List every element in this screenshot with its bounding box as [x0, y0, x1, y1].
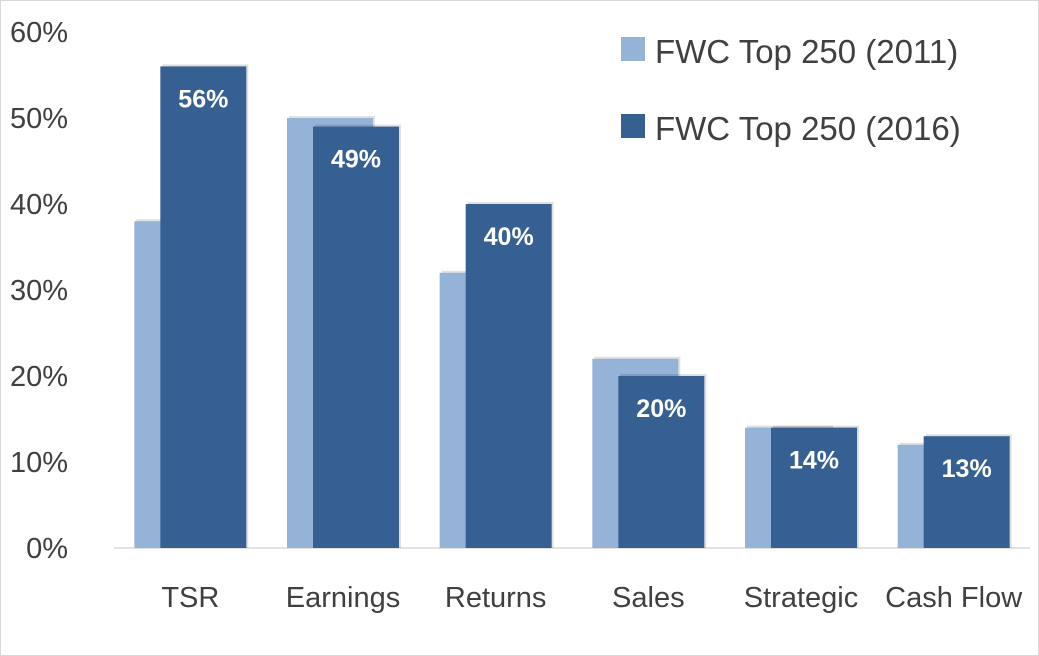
y-tick-label: 50%: [10, 103, 68, 135]
x-category-label: Returns: [445, 582, 547, 614]
bar-2016: [618, 376, 705, 548]
legend: FWC Top 250 (2011) FWC Top 250 (2016): [621, 33, 961, 147]
data-label: 20%: [636, 395, 686, 423]
legend-item-2016: FWC Top 250 (2016): [621, 110, 961, 147]
data-label: 49%: [331, 146, 381, 174]
legend-label-2011: FWC Top 250 (2011): [655, 33, 958, 70]
data-labels: 56% 49% 40% 20% 14% 13%: [178, 85, 991, 483]
legend-swatch-2011: [621, 37, 645, 61]
y-axis-labels: 0% 10% 20% 30% 40% 50% 60%: [10, 17, 68, 565]
legend-item-2011: FWC Top 250 (2011): [621, 33, 958, 70]
x-category-label: TSR: [161, 582, 219, 614]
bar-2016: [465, 204, 552, 548]
data-label: 13%: [942, 455, 992, 483]
x-category-label: Strategic: [744, 582, 858, 614]
y-tick-label: 0%: [26, 533, 68, 565]
x-category-label: Earnings: [286, 582, 400, 614]
bar-2016: [160, 66, 247, 549]
x-category-label: Sales: [612, 582, 685, 614]
x-axis-labels: TSR Earnings Returns Sales Strategic Cash Flo…: [161, 582, 1023, 614]
bars: [134, 64, 1012, 549]
y-tick-label: 30%: [10, 275, 68, 307]
y-tick-label: 20%: [10, 361, 68, 393]
y-tick-label: 60%: [10, 17, 68, 49]
bar-2016: [313, 126, 399, 548]
bar-2016: [923, 436, 1010, 548]
y-tick-label: 40%: [10, 189, 68, 221]
y-tick-label: 10%: [10, 447, 68, 479]
data-label: 56%: [178, 85, 228, 113]
data-label: 14%: [789, 447, 839, 475]
bar-2016: [771, 427, 857, 548]
x-category-label: Cash Flow: [885, 582, 1023, 614]
legend-label-2016: FWC Top 250 (2016): [655, 110, 961, 147]
legend-swatch-2016: [621, 114, 645, 138]
data-label: 40%: [484, 223, 534, 251]
